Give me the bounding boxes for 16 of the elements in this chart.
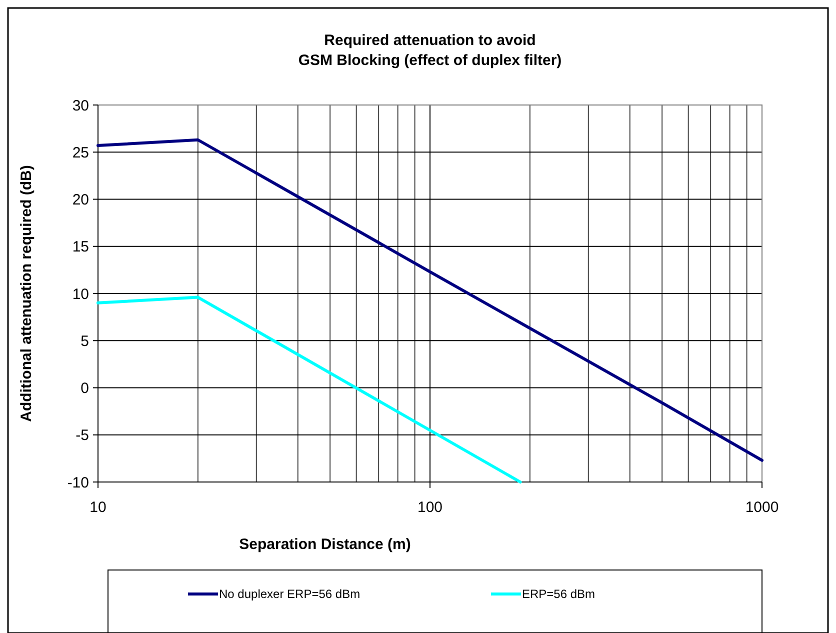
y-tick-label: 5 — [80, 332, 89, 350]
y-tick-label: 0 — [80, 380, 89, 397]
y-tick-label: 25 — [72, 144, 89, 162]
chart-title: Required attenuation to avoid GSM Blocking (effect of duplex filter) — [298, 32, 562, 69]
y-tick-label: 10 — [72, 286, 89, 303]
x-axis-title: Separation Distance (m) — [239, 536, 411, 553]
y-tick-label: -5 — [76, 427, 89, 444]
y-tick-label: 15 — [72, 238, 89, 256]
x-tick-label: 100 — [417, 499, 443, 516]
y-tick-label: 20 — [72, 192, 89, 208]
y-tick-label: -10 — [67, 474, 89, 492]
legend-label: No duplexer ERP=56 dBm — [219, 587, 360, 602]
legend-label: ERP=56 dBm — [522, 587, 596, 602]
x-tick-label: 1000 — [745, 499, 779, 516]
y-tick-label: 30 — [72, 97, 89, 114]
y-axis-title: Additional attenuation required (dB) — [18, 165, 35, 422]
